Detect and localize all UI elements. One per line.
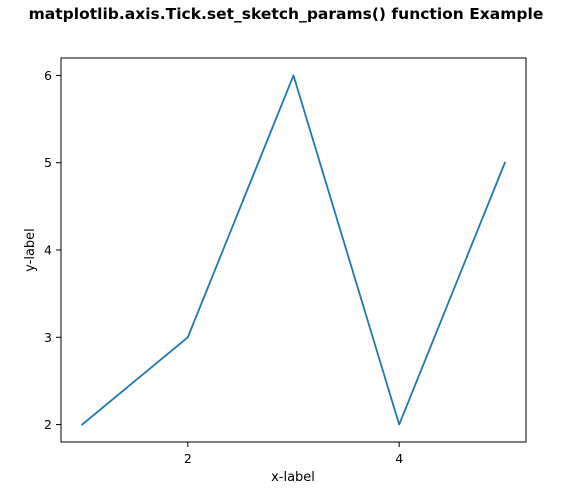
y-tick-label: 2: [44, 417, 52, 432]
x-axis-label: x-label: [271, 470, 315, 485]
y-tick-label: 5: [44, 155, 52, 170]
chart-title: matplotlib.axis.Tick.set_sketch_params()…: [29, 5, 544, 23]
y-axis: 2 3 4 5 6: [44, 68, 61, 432]
y-axis-label: y-label: [23, 228, 38, 272]
y-tick-label: 4: [44, 243, 52, 258]
y-tick-label: 3: [44, 330, 52, 345]
x-tick-label: 4: [395, 451, 403, 466]
x-tick-label: 2: [184, 451, 192, 466]
y-tick-label: 6: [44, 68, 52, 83]
